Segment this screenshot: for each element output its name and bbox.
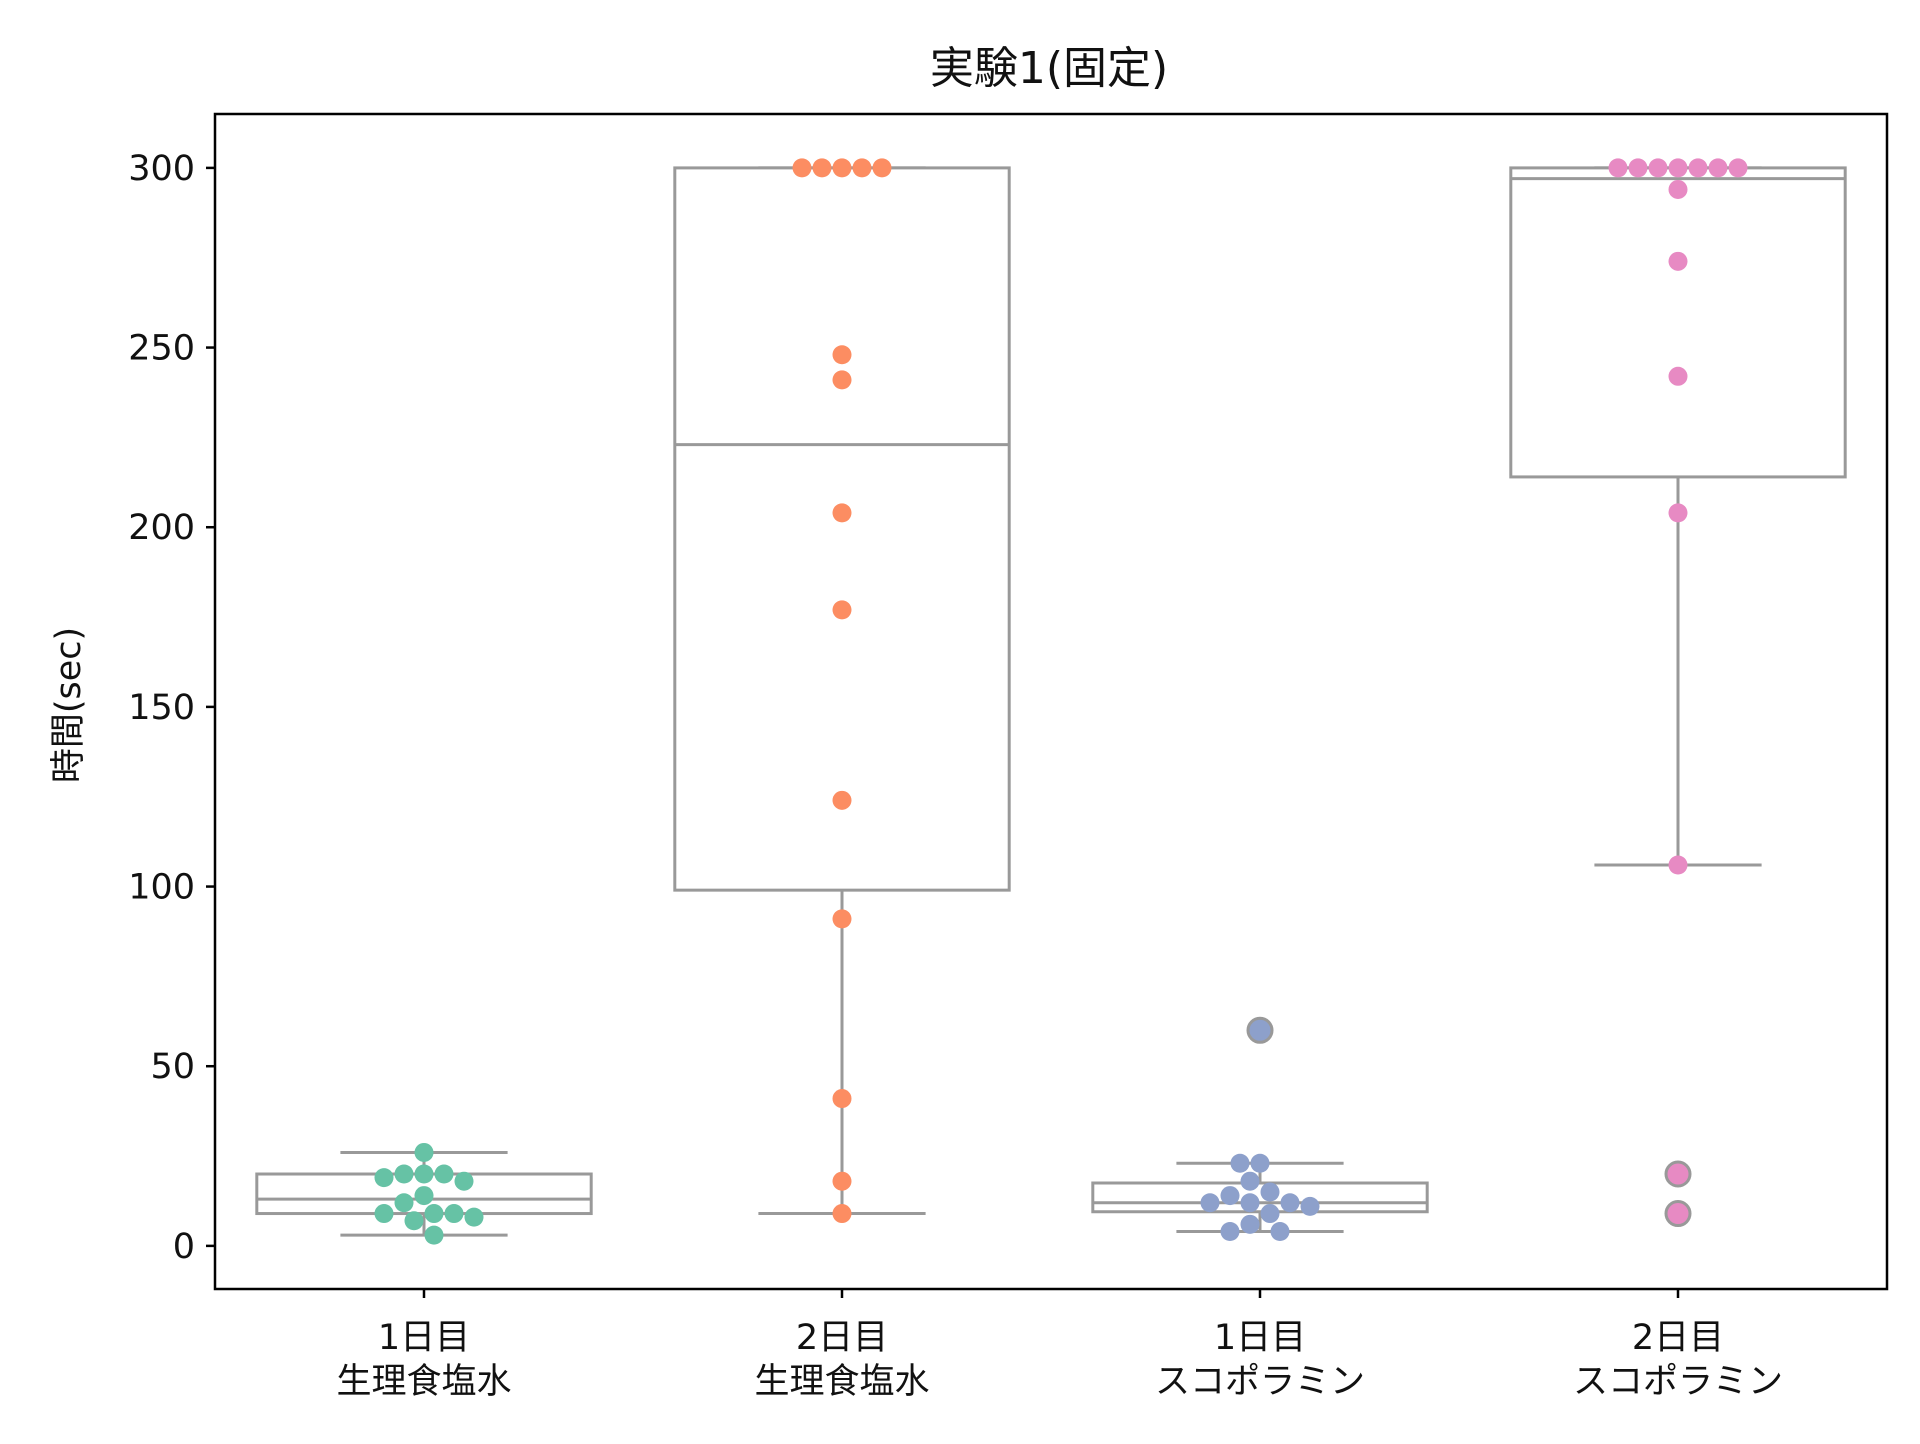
data-point [1608,158,1628,178]
data-point [1628,158,1648,178]
data-point [464,1207,484,1227]
data-point [414,1164,434,1184]
chart-title: 実験1(固定) [930,43,1168,94]
data-point [1668,1204,1688,1224]
data-point [374,1168,394,1188]
data-point [852,158,872,178]
y-tick-label: 300 [128,149,195,189]
data-point [444,1204,464,1224]
plot-area: 0501001502002503001日目生理食塩水2日目生理食塩水1日目スコポ… [128,112,1889,1402]
x-tick-label-line1: 2日目 [796,1318,888,1358]
x-tick-label-line2: 生理食塩水 [336,1362,511,1402]
data-point [1240,1214,1260,1234]
data-point [1668,855,1688,875]
plot-frame [213,112,1889,1291]
data-point [832,503,852,523]
data-point [832,158,852,178]
y-tick-label: 200 [128,508,195,548]
x-tick-label-line2: 生理食塩水 [754,1362,929,1402]
y-axis-label: 時間(sec) [49,627,89,783]
data-point [1668,158,1688,178]
box-iqr [1091,1181,1429,1214]
x-tick-label-line1: 2日目 [1632,1318,1724,1358]
data-point [792,158,812,178]
data-point [832,370,852,390]
y-tick-label: 250 [128,329,195,369]
data-point [434,1164,454,1184]
data-point [1688,158,1708,178]
data-point [1230,1153,1250,1173]
data-point [1220,1186,1240,1206]
y-tick-label: 150 [128,688,195,728]
data-point [1668,179,1688,199]
box-iqr [1509,166,1847,479]
data-point [1648,158,1668,178]
y-tick-label: 50 [150,1047,195,1087]
data-point [424,1204,444,1224]
x-tick-label-line1: 1日目 [1214,1318,1306,1358]
data-point [1250,1020,1270,1040]
data-point [394,1164,414,1184]
data-point [1260,1182,1280,1202]
x-tick-label-line2: スコポラミン [1155,1362,1365,1402]
data-point [1708,158,1728,178]
data-point [872,158,892,178]
data-point [832,790,852,810]
data-point [1220,1222,1240,1242]
data-point [1668,366,1688,386]
data-point [1668,503,1688,523]
data-point [1300,1196,1320,1216]
box-iqr [673,166,1011,892]
data-point [1200,1193,1220,1213]
data-point [1270,1222,1290,1242]
data-point [1250,1153,1270,1173]
data-point [832,909,852,929]
data-point [394,1193,414,1213]
data-point [1280,1193,1300,1213]
data-point [1668,251,1688,271]
data-point [832,345,852,365]
y-tick-label: 0 [173,1227,195,1267]
x-tick-label-line2: スコポラミン [1573,1362,1783,1402]
data-point [424,1225,444,1245]
data-point [832,1089,852,1109]
data-point [414,1186,434,1206]
data-point [812,158,832,178]
data-point [1668,1164,1688,1184]
data-point [404,1211,424,1231]
data-point [374,1204,394,1224]
data-point [832,600,852,620]
data-point [1260,1204,1280,1224]
data-point [454,1171,474,1191]
data-point [832,1171,852,1191]
x-tick-label-line1: 1日目 [378,1318,470,1358]
data-point [1240,1171,1260,1191]
data-point [414,1142,434,1162]
data-point [832,1204,852,1224]
data-point [1240,1193,1260,1213]
y-tick-label: 100 [128,868,195,908]
data-point [1728,158,1748,178]
